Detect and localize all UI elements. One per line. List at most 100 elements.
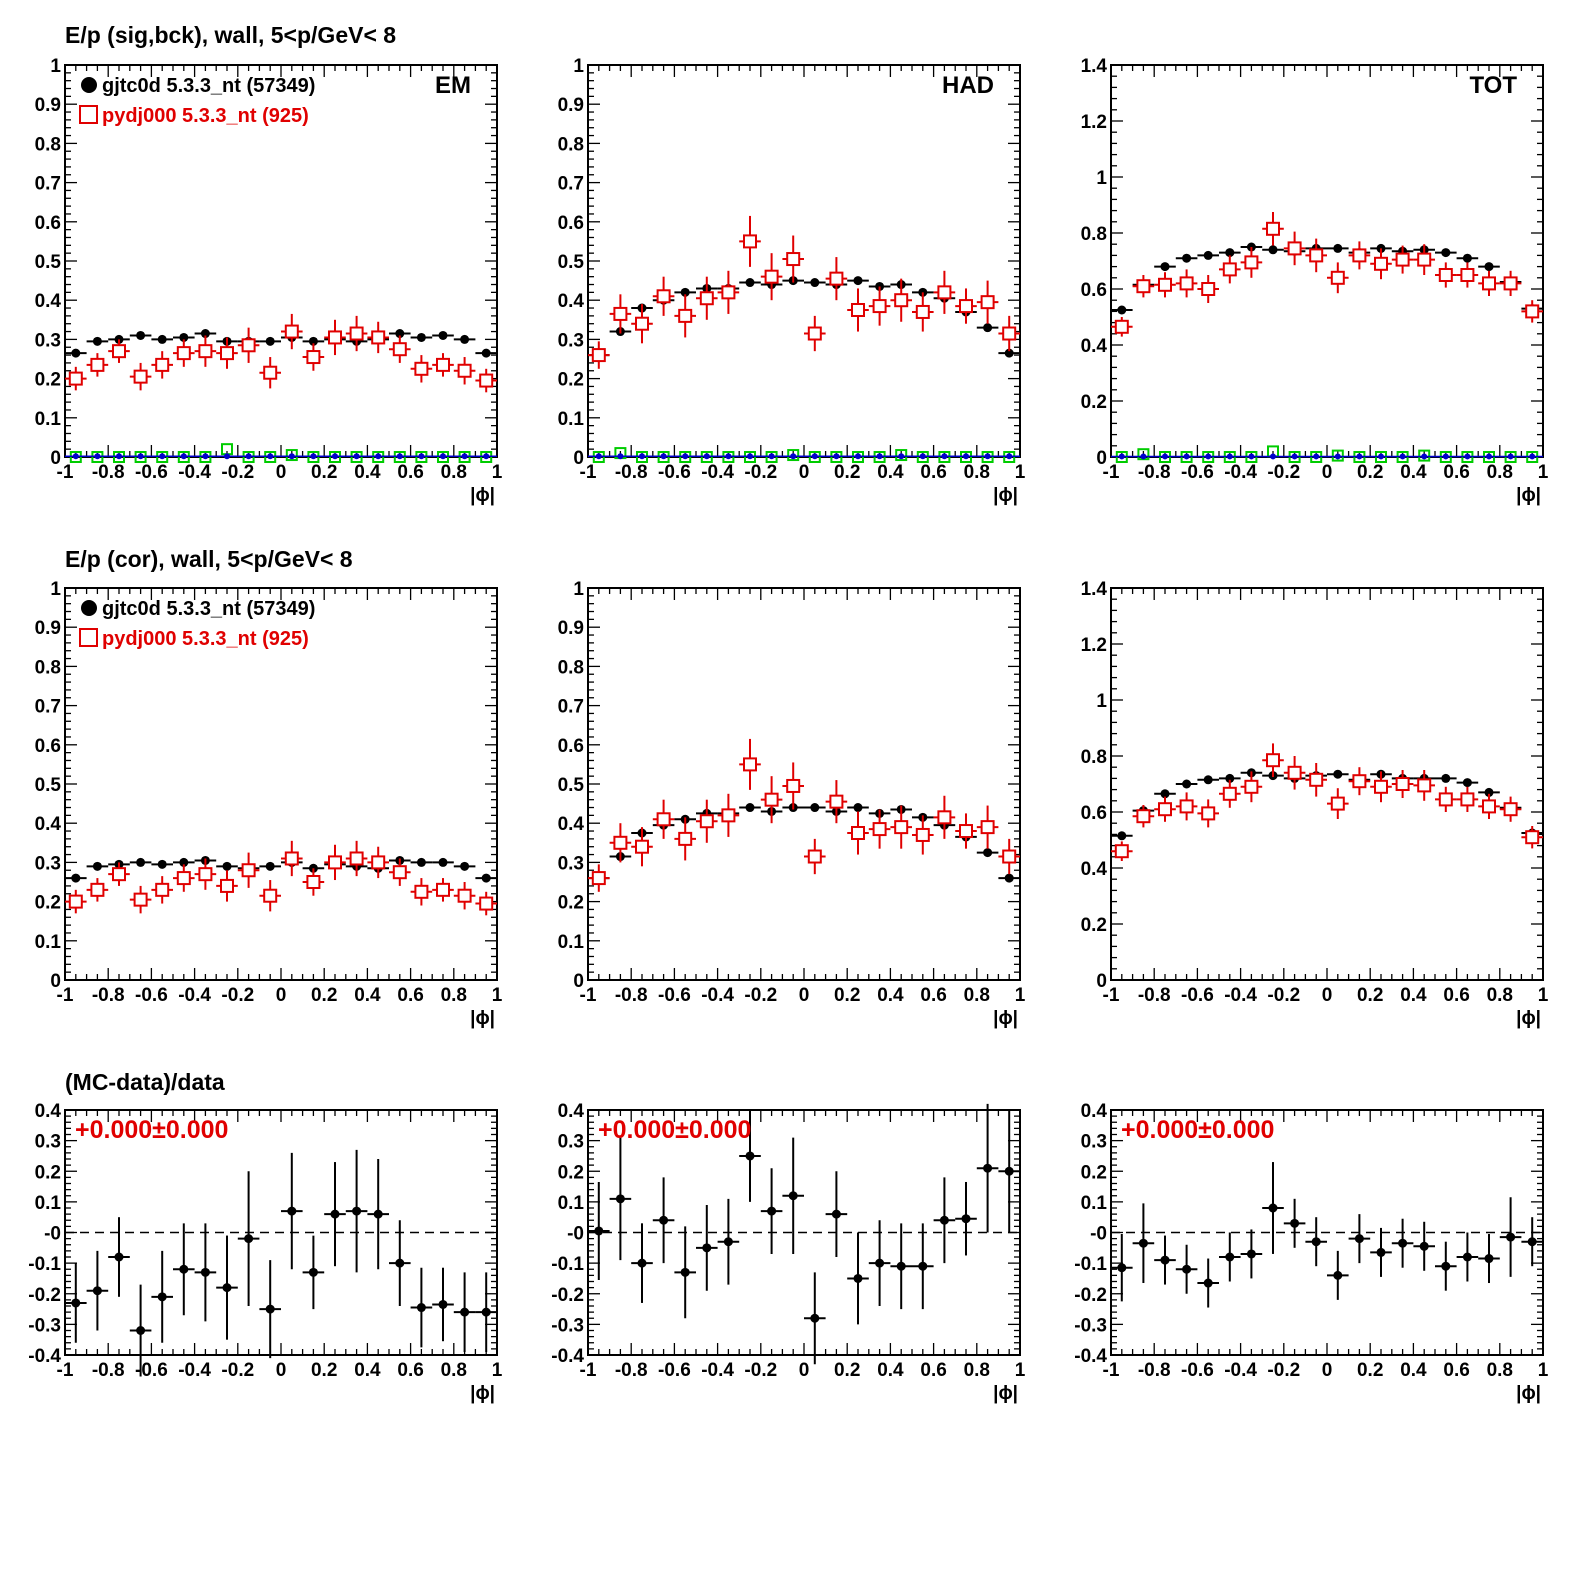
blue-point xyxy=(595,453,602,460)
bkg-point xyxy=(329,451,341,463)
data-point xyxy=(157,859,167,869)
data-point xyxy=(961,1214,971,1224)
mc-point xyxy=(613,306,628,321)
mc-point xyxy=(915,827,930,842)
y-tick-label: 0.1 xyxy=(558,932,585,953)
data-point xyxy=(1506,1232,1516,1242)
blue-point xyxy=(703,453,710,460)
x-tick-label: 0.2 xyxy=(834,462,860,483)
y-tick-label: 0.6 xyxy=(558,736,584,757)
blue-point xyxy=(375,453,382,460)
mc-point xyxy=(678,308,693,323)
x-tick-label: -0.2 xyxy=(1267,985,1300,1006)
mc-point xyxy=(591,348,606,363)
bkg-point xyxy=(307,451,320,463)
data-point xyxy=(1290,1218,1300,1228)
y-tick-label: 0.4 xyxy=(558,291,585,312)
data-point xyxy=(438,1299,448,1309)
mc-point xyxy=(851,826,865,840)
x-tick-label: 0 xyxy=(1322,462,1333,483)
x-tick-label: -1 xyxy=(1103,462,1120,483)
x-tick-label: -0.4 xyxy=(1224,462,1257,483)
blue-point xyxy=(963,453,969,460)
x-tick-label: 0.8 xyxy=(964,462,990,483)
data-point xyxy=(723,1237,733,1247)
mc-point xyxy=(786,778,801,793)
x-tick-label: -0.2 xyxy=(221,985,254,1006)
data-point xyxy=(1441,773,1451,783)
data-point xyxy=(983,848,993,858)
plot-frame xyxy=(1110,64,1544,458)
x-tick-label: -0.6 xyxy=(135,462,168,483)
x-tick-label: -1 xyxy=(580,462,597,483)
blue-point xyxy=(1270,453,1276,460)
bkg-point xyxy=(700,451,713,463)
bkg-point xyxy=(285,449,298,462)
blue-point xyxy=(288,453,295,460)
row3-title: (MC-data)/data xyxy=(65,1069,225,1095)
mc-point xyxy=(1309,248,1324,263)
y-tick-label: 0.5 xyxy=(558,252,585,273)
mc-point xyxy=(1266,753,1280,768)
data-point xyxy=(1268,1203,1278,1213)
y-tick-label: 0.8 xyxy=(558,657,584,678)
data-point xyxy=(1376,1247,1386,1257)
data-point xyxy=(810,1313,820,1323)
x-tick-label: -0.4 xyxy=(701,462,734,483)
mc-point xyxy=(1438,268,1453,282)
x-tick-label: -0.8 xyxy=(615,1360,648,1381)
detector-label: HAD xyxy=(942,72,994,99)
x-tick-label: 0.8 xyxy=(1487,1360,1513,1381)
y-tick-label: 0.2 xyxy=(1081,392,1107,413)
mc-point xyxy=(90,357,105,372)
bkg-point xyxy=(1003,451,1016,463)
y-tick-label: 0.2 xyxy=(558,370,584,391)
data-point xyxy=(1225,248,1235,258)
mc-point xyxy=(786,252,801,267)
y-tick-label: 0.2 xyxy=(35,893,61,914)
mc-point xyxy=(894,820,909,835)
mc-point xyxy=(436,882,450,897)
mc-point xyxy=(1179,276,1194,291)
blue-point xyxy=(353,453,360,460)
data-point xyxy=(1182,779,1192,789)
y-tick-label: 0.3 xyxy=(558,853,584,874)
blue-point xyxy=(72,453,79,460)
mc-point xyxy=(392,342,407,357)
y-tick-label: 0.8 xyxy=(35,657,61,678)
data-point xyxy=(136,330,146,340)
blue-point xyxy=(332,453,338,460)
mc-point xyxy=(656,812,671,827)
x-tick-label: 0.4 xyxy=(1400,1360,1427,1381)
data-point xyxy=(1484,787,1494,797)
mc-point xyxy=(1158,277,1172,292)
x-tick-label: -0.2 xyxy=(744,1360,777,1381)
x-tick-label: 0.2 xyxy=(1357,462,1383,483)
data-point xyxy=(615,1194,625,1204)
x-tick-label: 1 xyxy=(1538,985,1549,1006)
bkg-point xyxy=(134,451,147,463)
panel-cor-em: -1 -0.8 -0.6 -0.4 -0.2 0 0.2 0.4 0.6 0.8 1|ϕ|00.10… xyxy=(35,579,503,1029)
mc-point xyxy=(1352,774,1367,789)
bkg-point xyxy=(480,451,493,463)
mc-point xyxy=(328,855,342,870)
blue-point xyxy=(159,453,166,460)
data-point xyxy=(1462,778,1472,788)
x-tick-label: -0.6 xyxy=(658,462,691,483)
mc-point xyxy=(112,867,126,882)
bkg-point xyxy=(1331,449,1344,462)
y-tick-label: -0.4 xyxy=(1074,1346,1107,1367)
bkg-point xyxy=(350,451,363,463)
detector-label: EM xyxy=(435,72,471,99)
data-point xyxy=(745,1151,755,1161)
plot-frame xyxy=(587,587,1021,981)
x-tick-label: -0.4 xyxy=(178,985,211,1006)
data-point xyxy=(157,334,167,344)
legend-data-marker xyxy=(81,77,97,93)
mc-point xyxy=(1002,849,1017,864)
data-point xyxy=(373,1209,383,1219)
x-tick-label: -1 xyxy=(580,1360,597,1381)
data-point xyxy=(352,1206,362,1216)
blue-point xyxy=(418,453,425,460)
x-tick-label: -0.8 xyxy=(92,1360,125,1381)
